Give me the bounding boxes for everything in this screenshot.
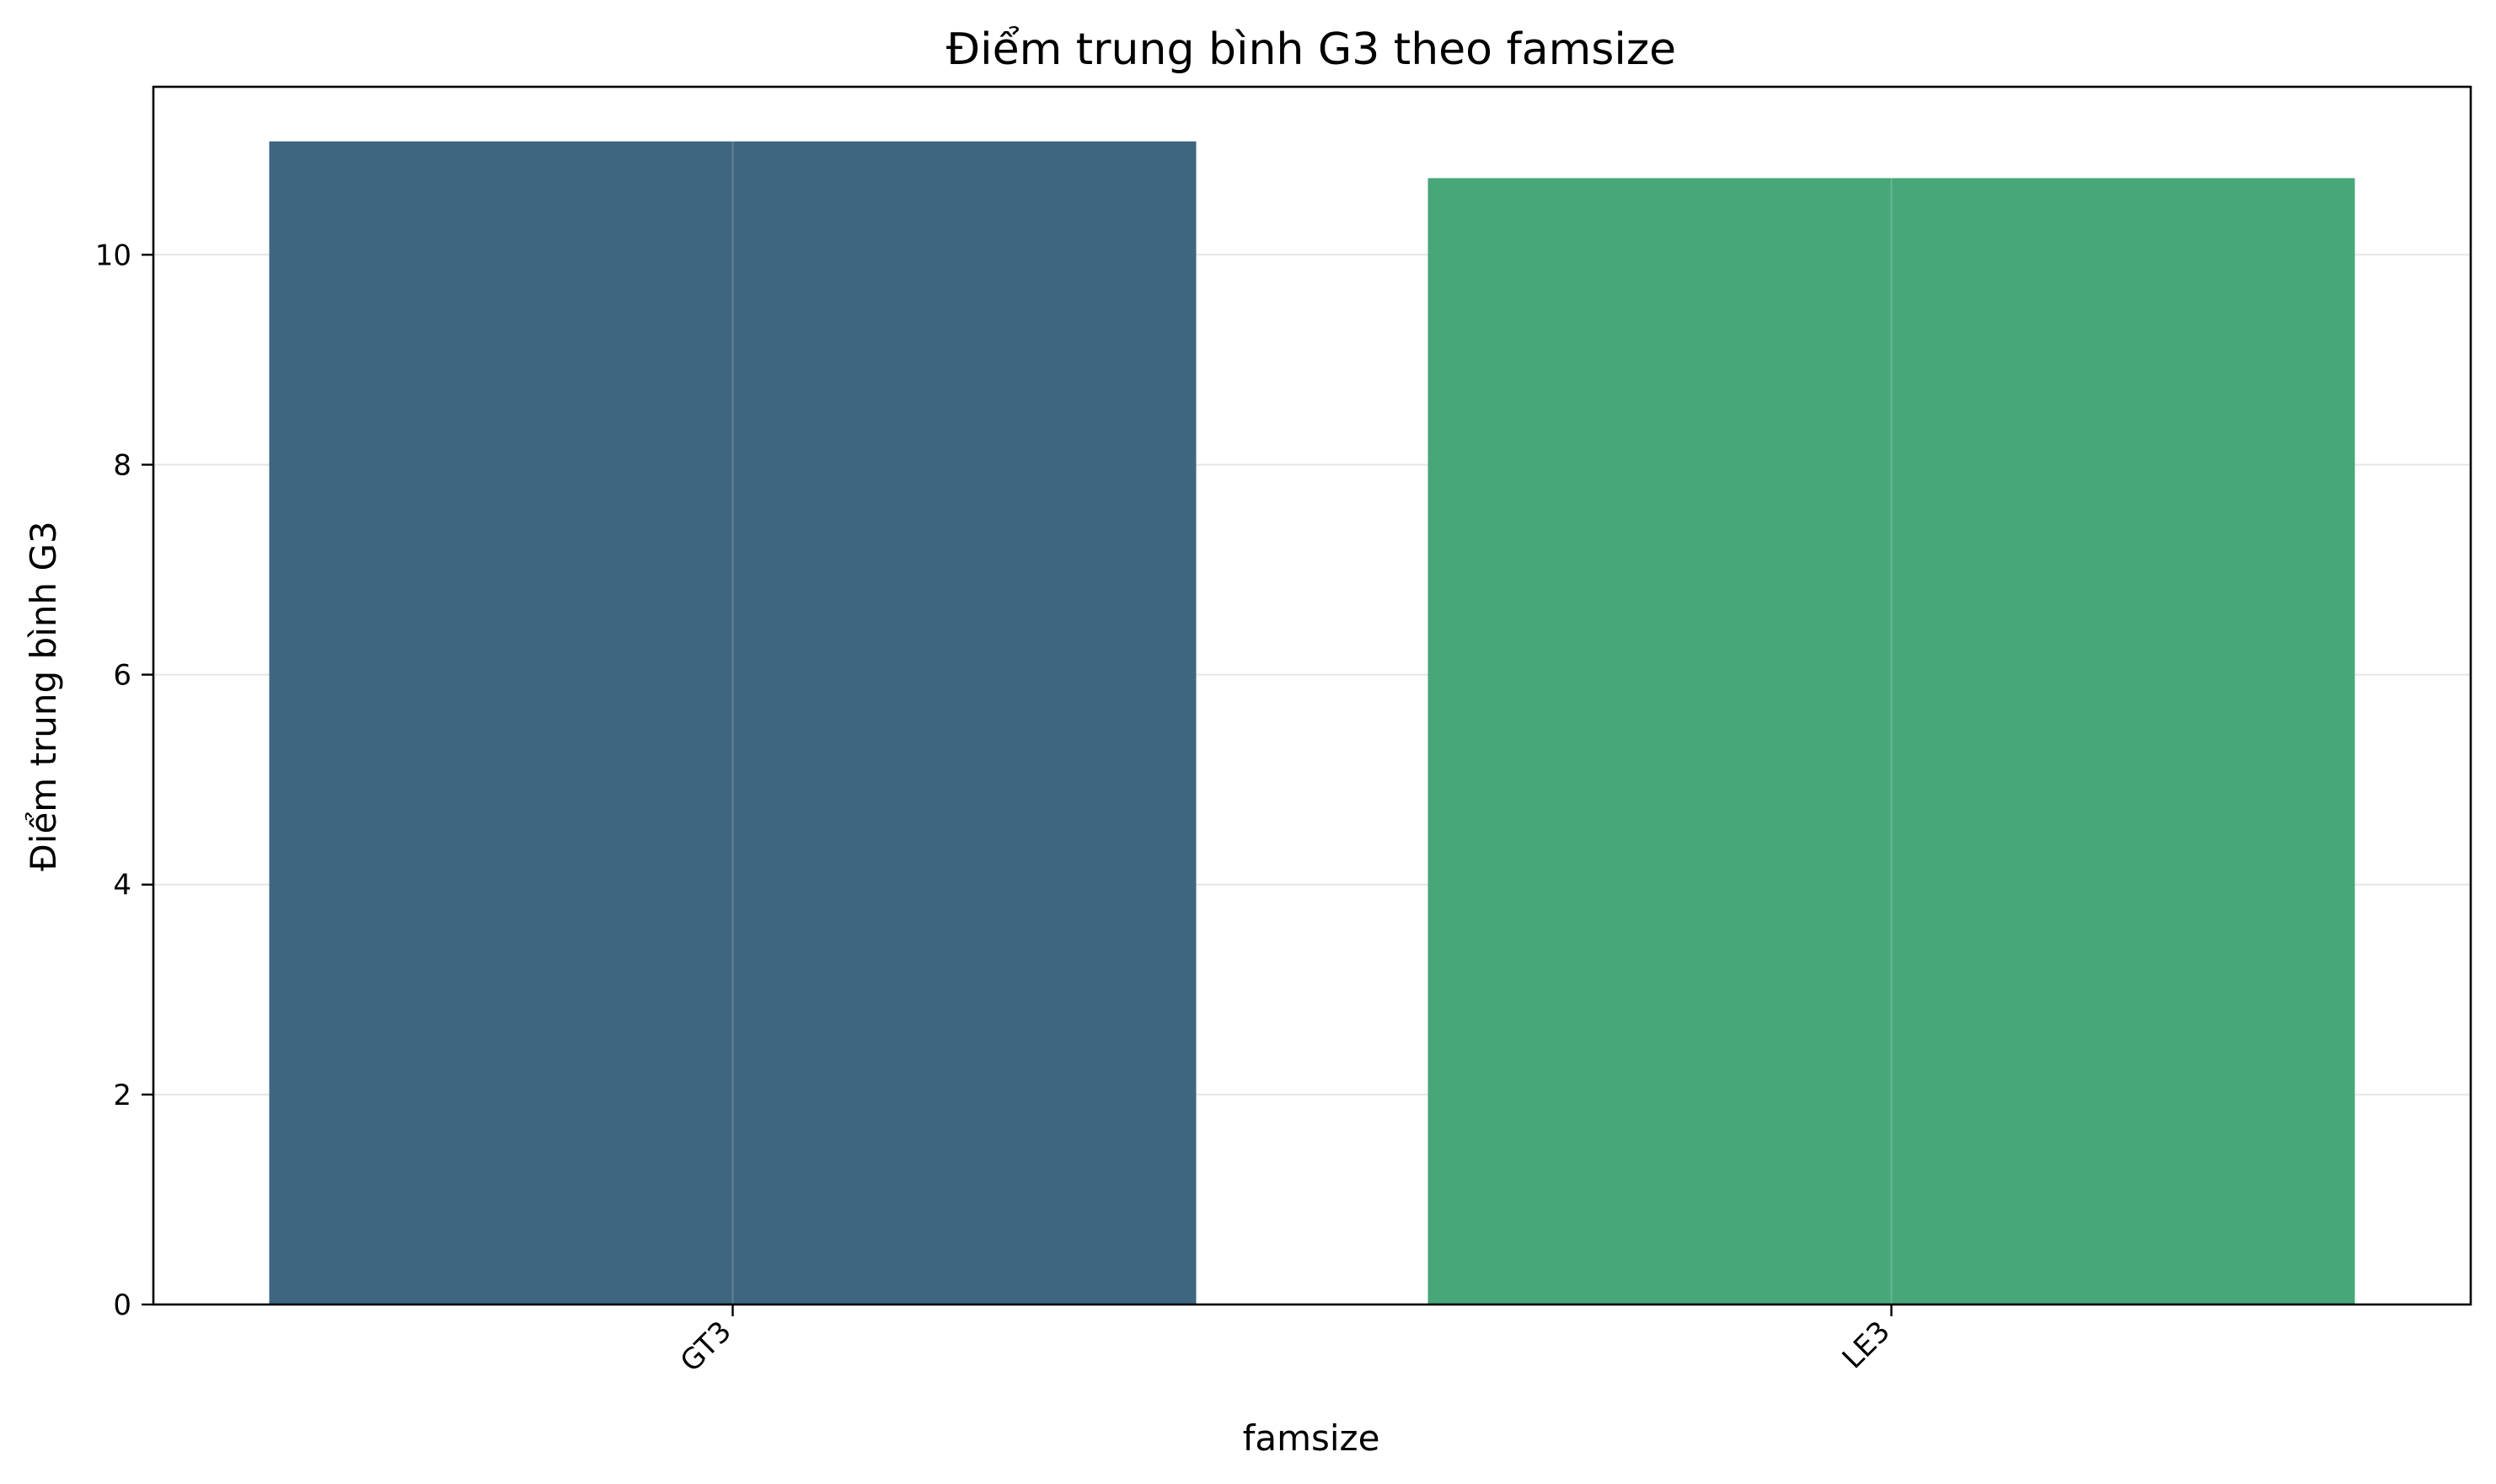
x-axis-label: famsize: [1243, 1417, 1380, 1459]
y-tick-label: 10: [95, 238, 131, 272]
bars-layer: [269, 141, 2355, 1305]
plot-area: [152, 85, 2472, 1306]
plot-frame: [152, 85, 2472, 1306]
y-axis: 0 2 4 6 8 10: [95, 238, 153, 1322]
y-tick-label: 2: [113, 1079, 131, 1112]
y-tick-label: 0: [113, 1288, 131, 1322]
y-tick-label: 8: [113, 448, 131, 482]
y-tick-label: 4: [113, 869, 131, 903]
bar-le3: [1427, 178, 2355, 1305]
y-axis-label: Điểm trung bình G3: [23, 521, 64, 871]
bar-gt3: [269, 141, 1197, 1305]
chart-title: Điểm trung bình G3 theo famsize: [946, 24, 1676, 75]
y-tick-label: 6: [113, 659, 131, 693]
grid-overlay-layer: [731, 87, 1893, 1305]
